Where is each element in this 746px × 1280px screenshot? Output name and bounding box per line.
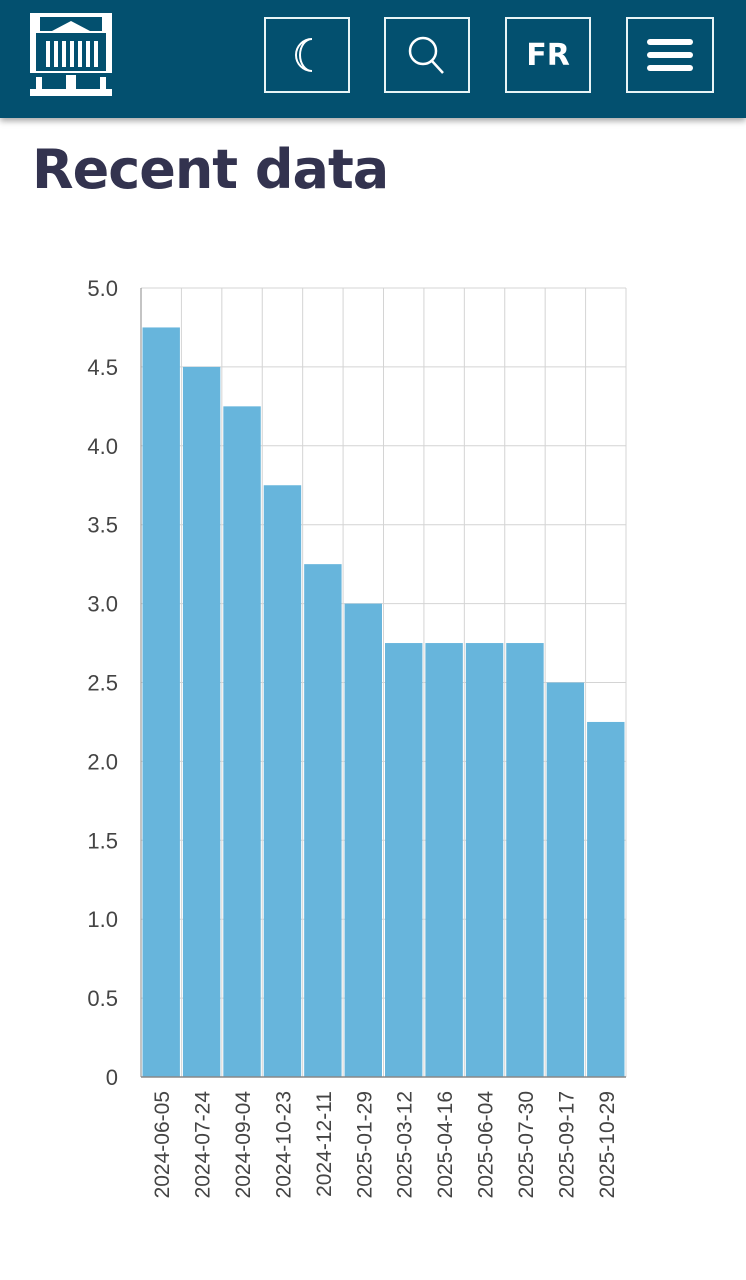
y-tick-label: 0 [106,1065,118,1090]
bar [263,485,302,1077]
x-tick-label: 2025-09-17 [555,1091,578,1198]
x-tick-label: 2025-01-29 [353,1091,376,1198]
language-label: FR [526,37,570,73]
bar [304,564,342,1077]
y-tick-label: 2.5 [87,671,118,696]
search-icon [408,36,444,74]
bar [344,603,382,1077]
y-tick-label: 3.0 [87,592,118,617]
x-tick-label: 2025-04-16 [434,1091,457,1198]
y-tick-label: 1.0 [87,907,118,932]
moon-icon [295,38,313,72]
y-tick-label: 5.0 [87,276,118,301]
y-tick-label: 3.5 [87,513,118,538]
page-title: Recent data [32,138,389,201]
bar [506,643,544,1077]
dark-mode-button[interactable] [264,17,350,93]
language-button[interactable]: FR [505,17,591,93]
bar [223,406,261,1078]
x-tick-label: 2025-07-30 [515,1091,538,1198]
bar [385,643,423,1077]
x-tick-label: 2024-09-04 [232,1091,255,1199]
bar [142,327,180,1077]
y-tick-label: 4.5 [87,355,118,380]
menu-icon [647,39,693,71]
search-button[interactable] [384,17,470,93]
x-tick-label: 2025-10-29 [596,1091,619,1198]
x-tick-label: 2024-10-23 [272,1091,295,1198]
bar [546,682,585,1077]
x-tick-label: 2024-07-24 [192,1091,215,1199]
x-tick-label: 2025-03-12 [394,1091,417,1198]
bank-logo-icon[interactable] [30,13,112,96]
y-tick-label: 2.0 [87,749,118,774]
y-tick-label: 4.0 [87,434,118,459]
x-tick-label: 2024-12-11 [313,1091,336,1197]
x-tick-label: 2024-06-05 [151,1091,174,1198]
bar [465,643,504,1077]
bar-chart: 0 0.5 1.0 1.5 2.0 2.5 3.0 3.5 4.0 4.5 5.0 2024-06-0… [87,276,627,1199]
bar [182,366,221,1077]
menu-button[interactable] [626,17,714,93]
x-tick-label: 2025-06-04 [475,1091,498,1199]
y-tick-label: 1.5 [87,828,118,853]
site-header: FR [0,0,746,118]
y-tick-label: 0.5 [87,986,118,1011]
bar [425,643,463,1077]
bar [587,721,625,1077]
